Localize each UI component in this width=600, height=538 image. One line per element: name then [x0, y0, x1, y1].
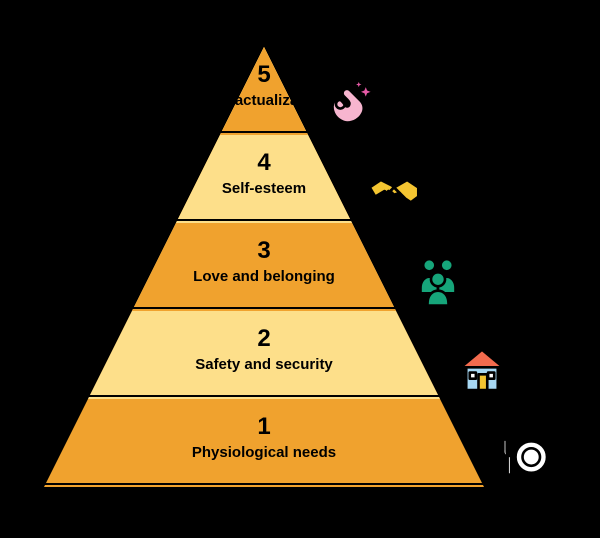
- rule-1: [44, 483, 538, 485]
- tier-3-rank: 3: [193, 239, 335, 263]
- plate-fork-icon: [494, 425, 558, 489]
- tier-1-rank: 1: [192, 415, 336, 439]
- pyramid: 5 Self-actualization 4 Self-esteem 3 Lov…: [44, 44, 484, 484]
- tier-1-text: 1 Physiological needs: [192, 415, 336, 460]
- tier-1-label: Physiological needs: [192, 445, 336, 460]
- handshake-icon: [362, 161, 426, 225]
- rule-3: [132, 307, 450, 309]
- people-icon: [406, 249, 470, 313]
- house-icon: [450, 337, 514, 401]
- tier-4-text: 4 Self-esteem: [222, 151, 306, 196]
- tier-2-label: Safety and security: [195, 357, 333, 372]
- tier-5-label: Self-actualization: [202, 93, 325, 108]
- tier-4-rank: 4: [222, 151, 306, 175]
- ok-hand-icon: [318, 73, 382, 137]
- rule-2: [88, 395, 494, 397]
- tier-2-rank: 2: [195, 327, 333, 351]
- tier-3-text: 3 Love and belonging: [193, 239, 335, 284]
- tier-5-rank: 5: [202, 63, 325, 87]
- tier-5-text: 5 Self-actualization: [202, 63, 325, 108]
- tier-2-text: 2 Safety and security: [195, 327, 333, 372]
- tier-3-label: Love and belonging: [193, 269, 335, 284]
- tier-4-label: Self-esteem: [222, 181, 306, 196]
- maslow-pyramid-diagram: 5 Self-actualization 4 Self-esteem 3 Lov…: [0, 0, 600, 538]
